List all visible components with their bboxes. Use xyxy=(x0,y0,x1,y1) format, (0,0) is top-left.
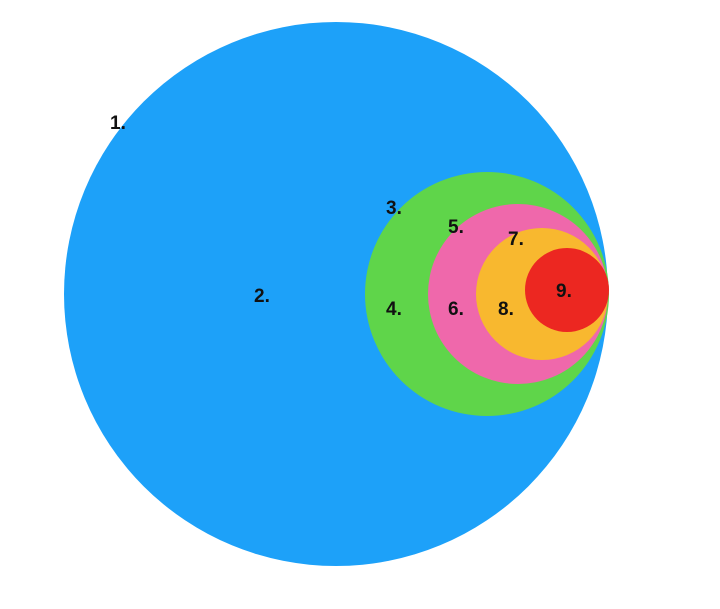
label-1: 1. xyxy=(110,113,126,134)
label-2: 2. xyxy=(254,286,270,307)
label-8: 8. xyxy=(498,299,514,320)
label-3: 3. xyxy=(386,198,402,219)
circle-5-red xyxy=(525,248,609,332)
label-6: 6. xyxy=(448,299,464,320)
label-7: 7. xyxy=(508,229,524,250)
circle-1-blue xyxy=(64,22,608,566)
label-4: 4. xyxy=(386,299,402,320)
label-9: 9. xyxy=(556,281,572,302)
label-5: 5. xyxy=(448,217,464,238)
